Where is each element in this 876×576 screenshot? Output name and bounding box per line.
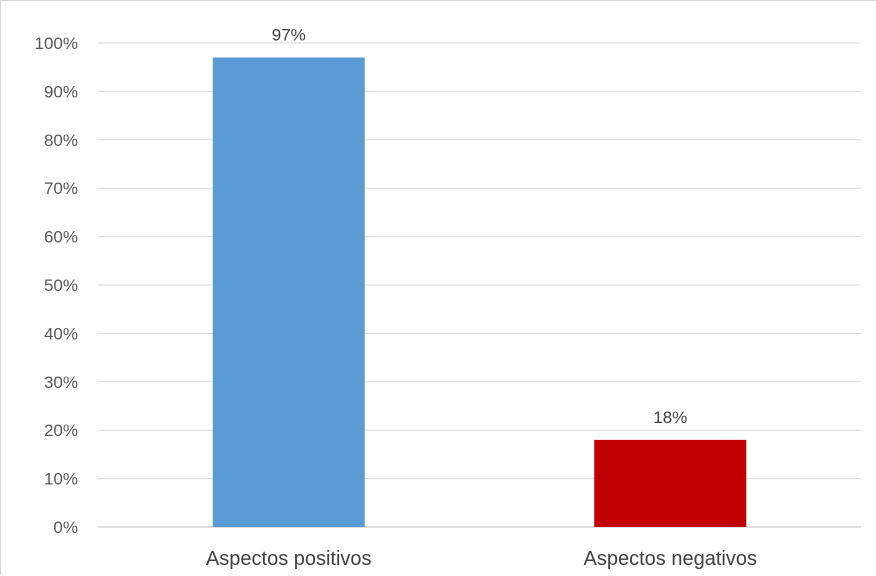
y-tick-label: 30%	[44, 373, 78, 392]
bars	[212, 57, 747, 528]
y-tick-label: 10%	[44, 470, 78, 489]
y-axis-ticks: 0% 10% 20% 30% 40% 50% 60% 70% 80% 90% 100%	[35, 34, 78, 537]
y-tick-label: 80%	[44, 131, 78, 150]
y-tick-label: 60%	[44, 228, 78, 247]
data-label: 97%	[272, 26, 306, 45]
data-labels: 97% 18%	[272, 26, 688, 427]
y-tick-label: 0%	[53, 518, 78, 537]
x-category-label: Aspectos positivos	[206, 548, 372, 570]
y-tick-label: 50%	[44, 276, 78, 295]
bar-1	[212, 57, 365, 528]
y-tick-label: 70%	[44, 179, 78, 198]
y-tick-label: 90%	[44, 82, 78, 101]
data-label: 18%	[653, 408, 687, 427]
y-tick-label: 20%	[44, 421, 78, 440]
x-axis-categories: Aspectos positivos Aspectos negativos	[206, 548, 757, 570]
gridlines	[98, 42, 861, 528]
x-category-label: Aspectos negativos	[584, 548, 757, 570]
bar-2	[594, 439, 747, 527]
y-tick-label: 40%	[44, 324, 78, 343]
y-tick-label: 100%	[35, 34, 78, 53]
